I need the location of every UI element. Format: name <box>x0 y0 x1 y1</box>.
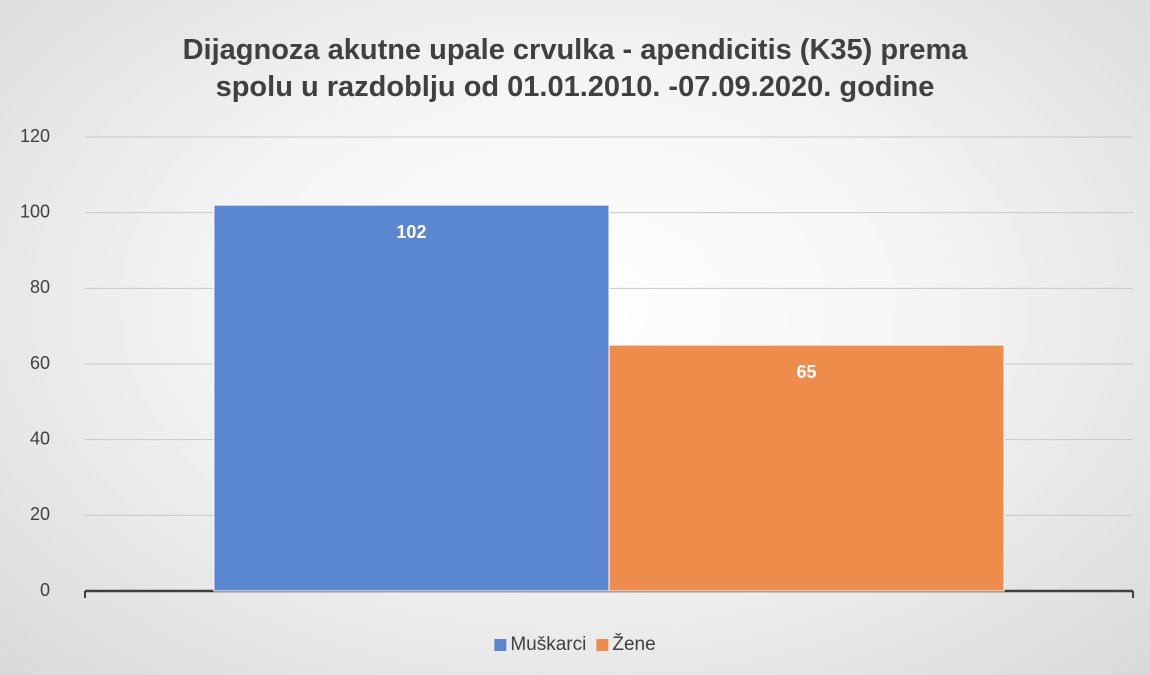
y-tick-label: 0 <box>40 580 50 600</box>
y-tick-label: 60 <box>30 353 50 373</box>
bar <box>213 204 610 592</box>
y-tick-label: 20 <box>30 504 50 524</box>
y-tick-label: 80 <box>30 277 50 297</box>
y-tick-label: 120 <box>20 126 50 146</box>
y-tick-label: 40 <box>30 428 50 448</box>
legend-label: Muškarci <box>510 634 586 655</box>
legend-swatch <box>494 639 507 651</box>
legend-label: Žene <box>612 633 655 655</box>
chart-title: Dijagnoza akutne upale crvulka - apendic… <box>182 34 968 103</box>
bar <box>608 344 1005 592</box>
data-label: 102 <box>396 222 426 242</box>
legend-swatch <box>596 639 609 651</box>
data-label: 65 <box>797 362 817 382</box>
y-tick-label: 100 <box>20 201 50 221</box>
